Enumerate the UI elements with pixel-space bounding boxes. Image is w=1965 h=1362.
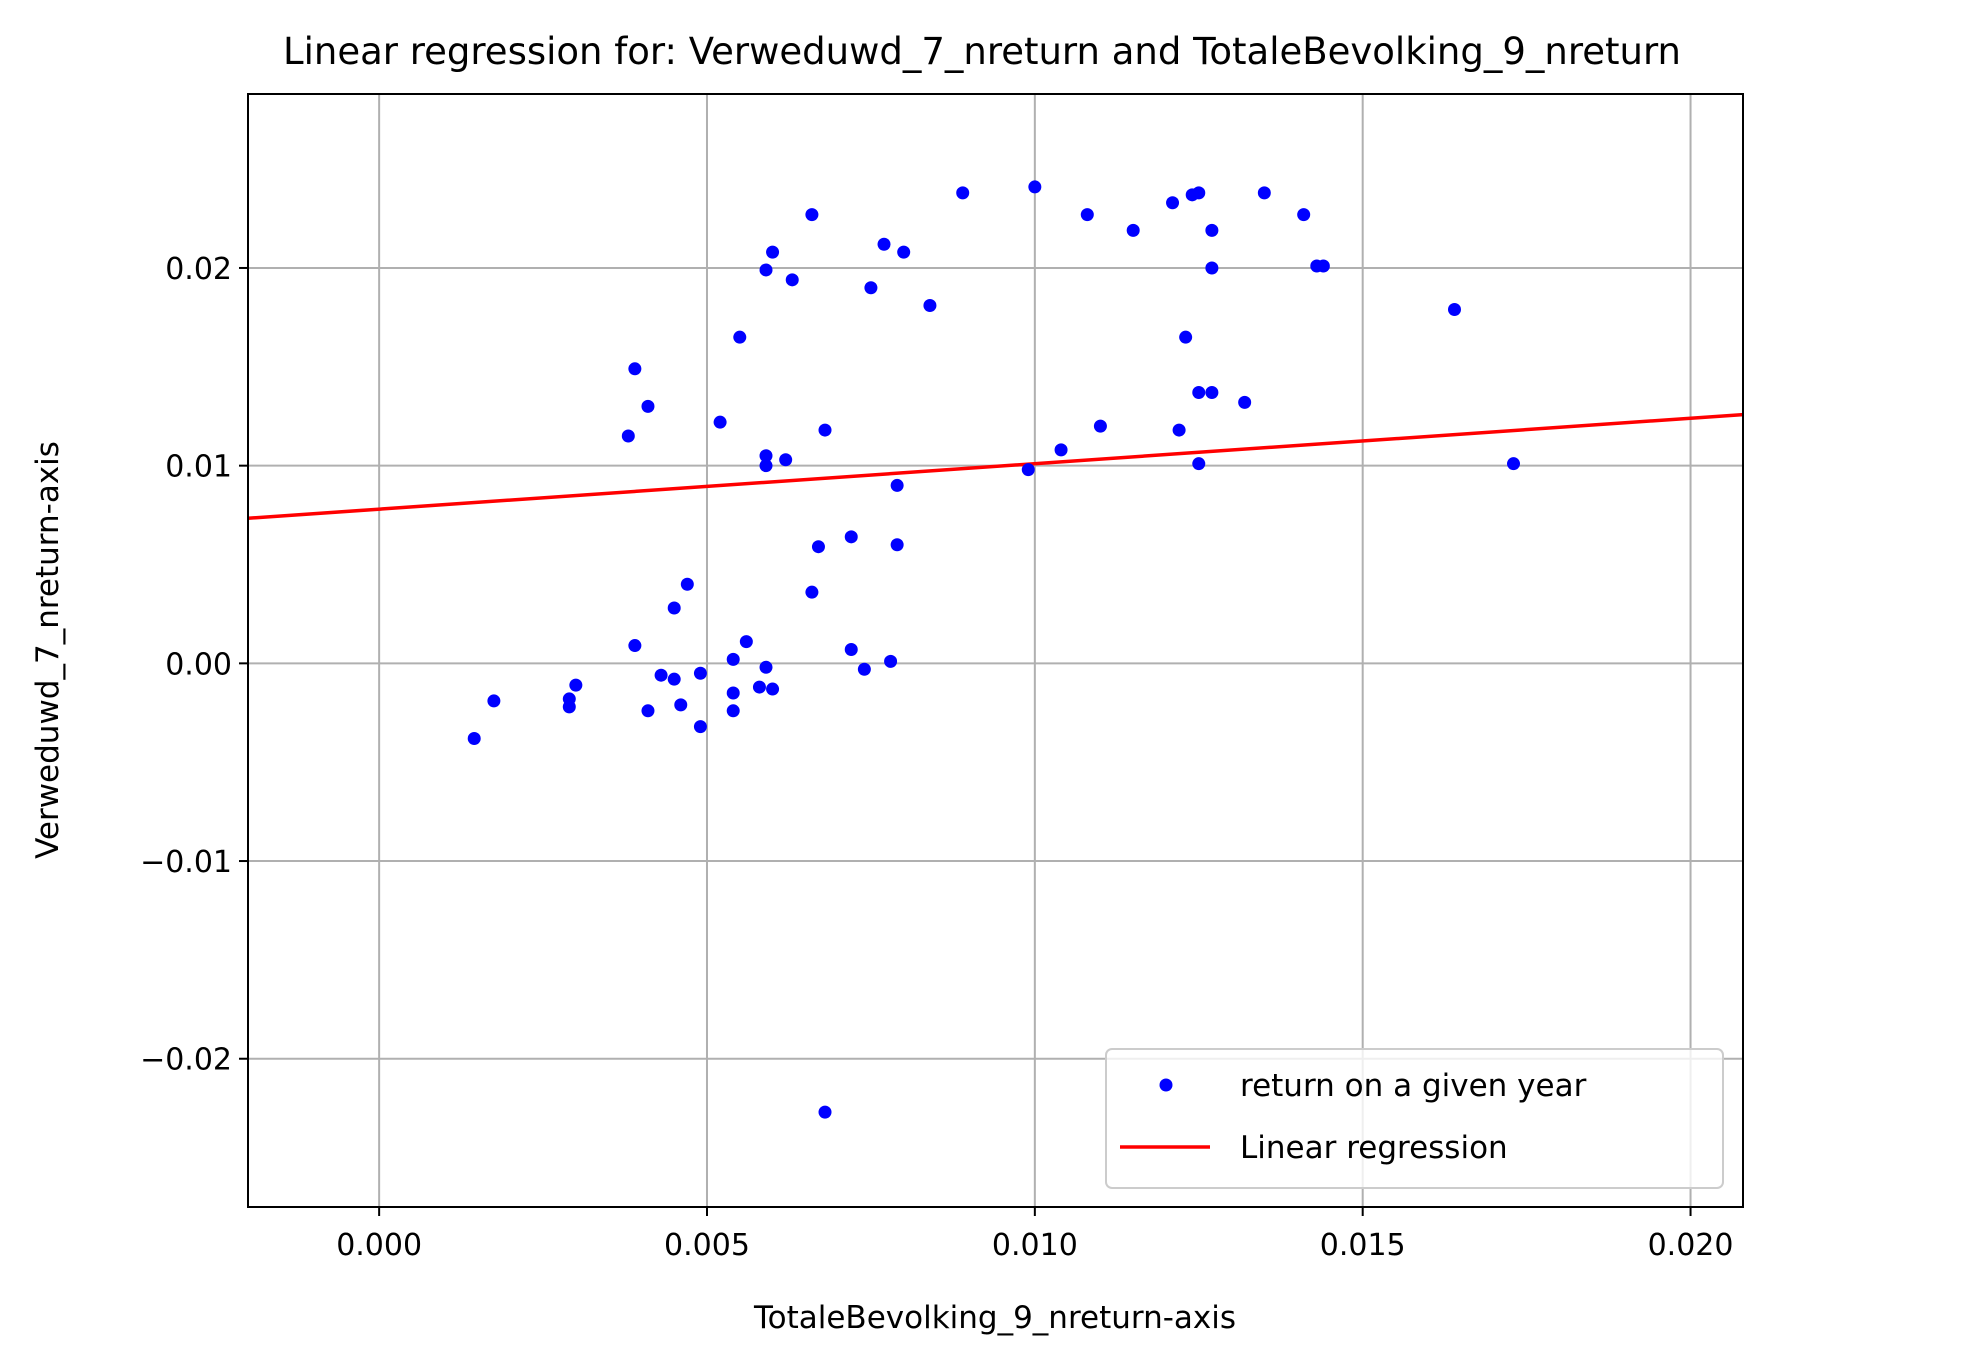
legend-box xyxy=(1105,1048,1724,1189)
x-tick-label: 0.015 xyxy=(1320,1228,1406,1263)
scatter-point xyxy=(1172,423,1186,437)
legend-label-scatter: return on a given year xyxy=(1240,1068,1587,1104)
chart-title: Linear regression for: Verweduwd_7_nretu… xyxy=(283,30,1681,73)
scatter-point xyxy=(864,281,878,295)
scatter-point xyxy=(693,720,707,734)
scatter-point xyxy=(562,692,576,706)
grid xyxy=(248,94,1743,1207)
scatter-point xyxy=(1126,223,1140,237)
scatter-point xyxy=(726,686,740,700)
scatter-point xyxy=(1192,186,1206,200)
scatter-point xyxy=(1257,186,1271,200)
scatter-point xyxy=(857,662,871,676)
regression-line-layer xyxy=(248,412,1743,520)
scatter-point xyxy=(766,245,780,259)
scatter-point xyxy=(1192,457,1206,471)
scatter-point xyxy=(733,330,747,344)
scatter-point xyxy=(674,698,688,712)
scatter-point xyxy=(877,237,891,251)
legend-label-line: Linear regression xyxy=(1240,1130,1508,1166)
scatter-point xyxy=(1205,223,1219,237)
y-axis-title: Verweduwd_7_nreturn-axis xyxy=(30,441,66,859)
scatter-point xyxy=(1028,180,1042,194)
scatter-point xyxy=(1080,208,1094,222)
scatter-point xyxy=(818,1105,832,1119)
scatter-point xyxy=(1021,463,1035,477)
scatter-point xyxy=(628,362,642,376)
scatter-point xyxy=(759,660,773,674)
scatter-point xyxy=(1093,419,1107,433)
legend: return on a given year Linear regression xyxy=(1105,1048,1724,1189)
scatter-point xyxy=(844,530,858,544)
scatter-point xyxy=(1179,330,1193,344)
regression-line xyxy=(248,412,1743,520)
scatter-point xyxy=(621,429,635,443)
scatter-point xyxy=(467,731,481,745)
scatter-point xyxy=(897,245,911,259)
scatter-point xyxy=(890,478,904,492)
scatter-point xyxy=(759,263,773,277)
scatter-point xyxy=(752,680,766,694)
y-tick-label: −0.01 xyxy=(140,845,232,880)
scatter-point xyxy=(739,635,753,649)
scatter-point xyxy=(667,601,681,615)
scatter-point xyxy=(628,639,642,653)
scatter-point xyxy=(726,652,740,666)
scatter-point xyxy=(785,273,799,287)
scatter-point xyxy=(667,672,681,686)
y-tick-label: 0.02 xyxy=(165,252,232,287)
scatter-point xyxy=(1316,259,1330,273)
x-tick-label: 0.000 xyxy=(336,1228,422,1263)
legend-marker-scatter xyxy=(1159,1078,1173,1092)
scatter-points-layer xyxy=(467,180,1521,1119)
scatter-point xyxy=(844,643,858,657)
y-tick-label: 0.01 xyxy=(165,450,232,485)
scatter-point xyxy=(805,585,819,599)
x-tick-label: 0.005 xyxy=(664,1228,750,1263)
scatter-point xyxy=(1192,386,1206,400)
scatter-point xyxy=(759,449,773,463)
scatter-point xyxy=(641,704,655,718)
scatter-point xyxy=(890,538,904,552)
scatter-point xyxy=(1238,395,1252,409)
scatter-point xyxy=(654,668,668,682)
scatter-point xyxy=(1205,386,1219,400)
scatter-point xyxy=(693,666,707,680)
x-axis-title: TotaleBevolking_9_nreturn-axis xyxy=(753,1300,1236,1336)
scatter-point xyxy=(569,678,583,692)
scatter-point xyxy=(1054,443,1068,457)
scatter-point xyxy=(1205,261,1219,275)
y-tick-label: 0.00 xyxy=(165,647,232,682)
scatter-point xyxy=(1447,302,1461,316)
x-tick-label: 0.010 xyxy=(992,1228,1078,1263)
scatter-point xyxy=(641,399,655,413)
scatter-point xyxy=(680,577,694,591)
scatter-point xyxy=(956,186,970,200)
scatter-point xyxy=(487,694,501,708)
scatter-point xyxy=(884,654,898,668)
y-tick-label: −0.02 xyxy=(140,1043,232,1078)
scatter-point xyxy=(923,299,937,313)
scatter-point xyxy=(713,415,727,429)
scatter-point xyxy=(818,423,832,437)
x-tick-label: 0.020 xyxy=(1648,1228,1734,1263)
axis-ticks: 0.000 0.005 0.010 0.015 0.020 −0.02 −0.01 0.00 0… xyxy=(140,252,1733,1263)
plot-frame xyxy=(247,93,1744,1208)
scatter-point xyxy=(779,453,793,467)
scatter-point xyxy=(726,704,740,718)
scatter-point xyxy=(811,540,825,554)
scatter-point xyxy=(759,459,773,473)
scatter-point xyxy=(805,208,819,222)
scatter-point xyxy=(1297,208,1311,222)
scatter-point xyxy=(766,682,780,696)
scatter-point xyxy=(1166,196,1180,210)
scatter-point xyxy=(1507,457,1521,471)
